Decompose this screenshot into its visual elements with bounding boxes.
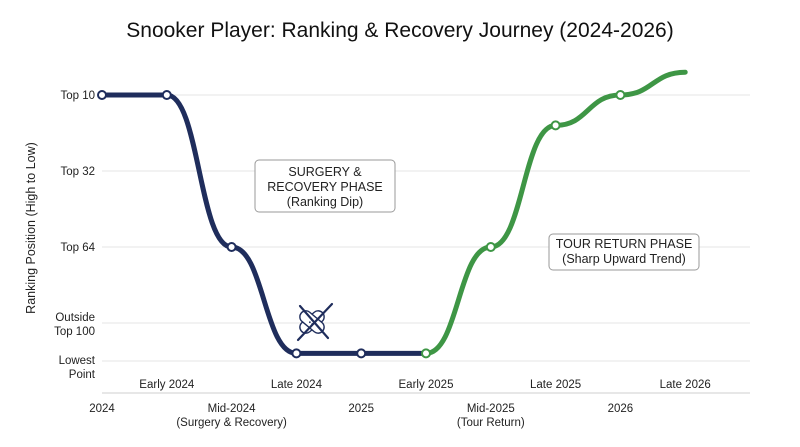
x-tick-major-4: 2026 [608, 403, 634, 415]
y-tick-label-4: Lowest Point [59, 355, 96, 381]
x-tick-major-sub-1: (Surgery & Recovery) [176, 417, 287, 429]
y-tick-label-3: Outside Top 100 [54, 312, 95, 338]
y-tick-label-0: Top 10 [60, 90, 95, 102]
chart-title: Snooker Player: Ranking & Recovery Journ… [126, 19, 673, 42]
data-point-decline-3 [291, 348, 302, 359]
x-tick-minor-4: Late 2026 [660, 379, 711, 391]
annotation-tour-return-line-2: (Sharp Upward Trend) [562, 252, 686, 266]
x-tick-major-3: Mid-2025 [467, 403, 515, 415]
x-tick-major-sub-3: (Tour Return) [457, 417, 525, 429]
data-point-decline-1 [161, 90, 172, 100]
x-tick-labels: Early 2024 Late 2024 Early 2025 Late 2025 La… [89, 379, 711, 429]
data-point-recovery-0 [421, 348, 431, 359]
y-tick-label-1: Top 32 [60, 166, 95, 178]
x-tick-minor-1: Late 2024 [271, 379, 323, 391]
x-tick-major-0: 2024 [89, 403, 115, 415]
x-tick-minor-3: Late 2025 [530, 379, 581, 391]
series-line-recovery [423, 69, 688, 356]
x-tick-major-1: Mid-2024 [208, 403, 257, 415]
annotation-tour-return: TOUR RETURN PHASE (Sharp Upward Trend) [548, 233, 700, 271]
y-tick-label-2: Top 64 [60, 242, 95, 254]
y-tick-labels: Top 10 Top 32 Top 64 Outside Top 100 Lowest Po… [54, 90, 96, 381]
annotation-tour-return-line-1: TOUR RETURN PHASE [556, 237, 693, 251]
annotation-tour-return-box [548, 233, 700, 271]
x-tick-minor-2: Early 2025 [399, 379, 454, 391]
series-points [97, 90, 626, 359]
annotation-surgery-line-2: RECOVERY PHASE [267, 180, 383, 194]
data-point-recovery-3 [615, 90, 626, 100]
y-axis-label: Ranking Position (High to Low) [24, 142, 38, 314]
series-lines [99, 69, 688, 356]
annotation-surgery: SURGERY & RECOVERY PHASE (Ranking Dip) [254, 159, 396, 213]
x-tick-major-2: 2025 [348, 403, 374, 415]
bandage-and-crossed-cues-icon [296, 302, 334, 342]
data-point-decline-0 [97, 90, 107, 100]
annotation-surgery-line-1: SURGERY & [288, 165, 362, 179]
data-point-decline-2 [226, 242, 237, 252]
annotation-surgery-box [254, 159, 396, 213]
x-tick-minor-0: Early 2024 [139, 379, 195, 391]
data-point-recovery-1 [485, 242, 496, 252]
grid-lines [102, 94, 750, 394]
data-point-recovery-2 [550, 120, 561, 131]
data-point-decline-4 [356, 348, 367, 359]
annotation-surgery-line-3: (Ranking Dip) [287, 195, 363, 209]
